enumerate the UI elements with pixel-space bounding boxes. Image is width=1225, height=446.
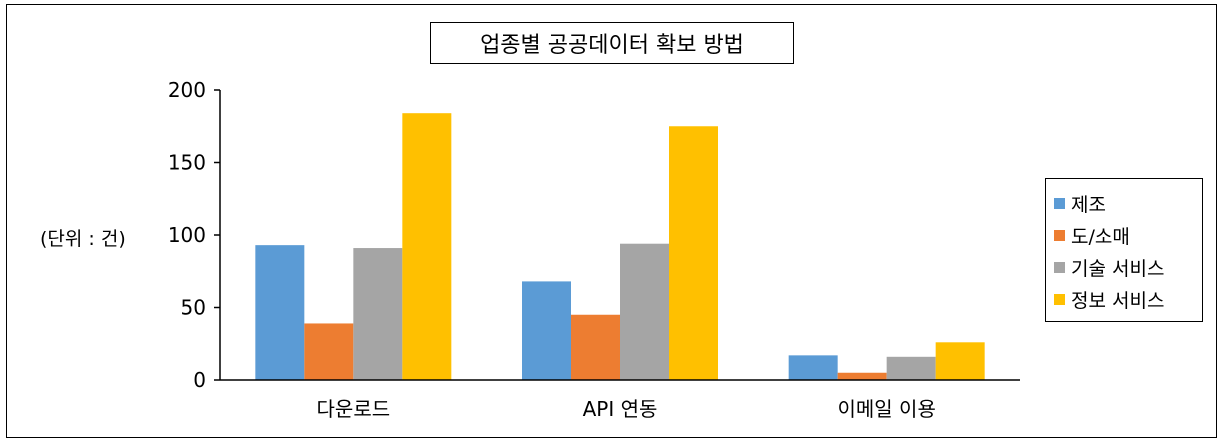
x-category-label: 다운로드: [317, 397, 391, 421]
legend-swatch: [1054, 293, 1065, 305]
legend-label: 기술 서비스: [1071, 257, 1165, 280]
bar: [522, 281, 571, 380]
y-tick-label: 0: [193, 368, 206, 392]
bar: [304, 323, 354, 380]
bar: [620, 243, 669, 380]
legend-label: 제조: [1071, 193, 1106, 216]
legend-item: 제조: [1046, 187, 1202, 219]
bar: [255, 245, 305, 380]
legend-item: 도/소매: [1046, 219, 1202, 251]
y-tick-label: 100: [168, 223, 206, 247]
bar: [402, 113, 452, 380]
legend-label: 도/소매: [1071, 225, 1130, 248]
legend-swatch: [1054, 197, 1065, 209]
bar: [353, 248, 403, 380]
legend-label: 정보 서비스: [1071, 289, 1165, 312]
y-axis-unit-label: (단위 : 건): [40, 228, 126, 250]
bar: [788, 355, 838, 380]
bar: [935, 342, 985, 380]
legend-item: 정보 서비스: [1046, 283, 1202, 315]
chart-frame: [6, 4, 1217, 438]
bar: [669, 126, 718, 380]
legend-swatch: [1054, 229, 1065, 241]
x-category-label: API 연동: [583, 397, 658, 421]
bar: [571, 314, 620, 380]
bar: [886, 356, 936, 380]
y-tick-label: 50: [181, 296, 206, 320]
bar: [837, 372, 887, 380]
chart-title: 업종별 공공데이터 확보 방법: [430, 22, 794, 64]
legend-swatch: [1054, 261, 1065, 273]
y-tick-label: 200: [168, 78, 206, 102]
y-tick-label: 150: [168, 151, 206, 175]
legend-item: 기술 서비스: [1046, 251, 1202, 283]
x-category-label: 이메일 이용: [837, 397, 935, 421]
